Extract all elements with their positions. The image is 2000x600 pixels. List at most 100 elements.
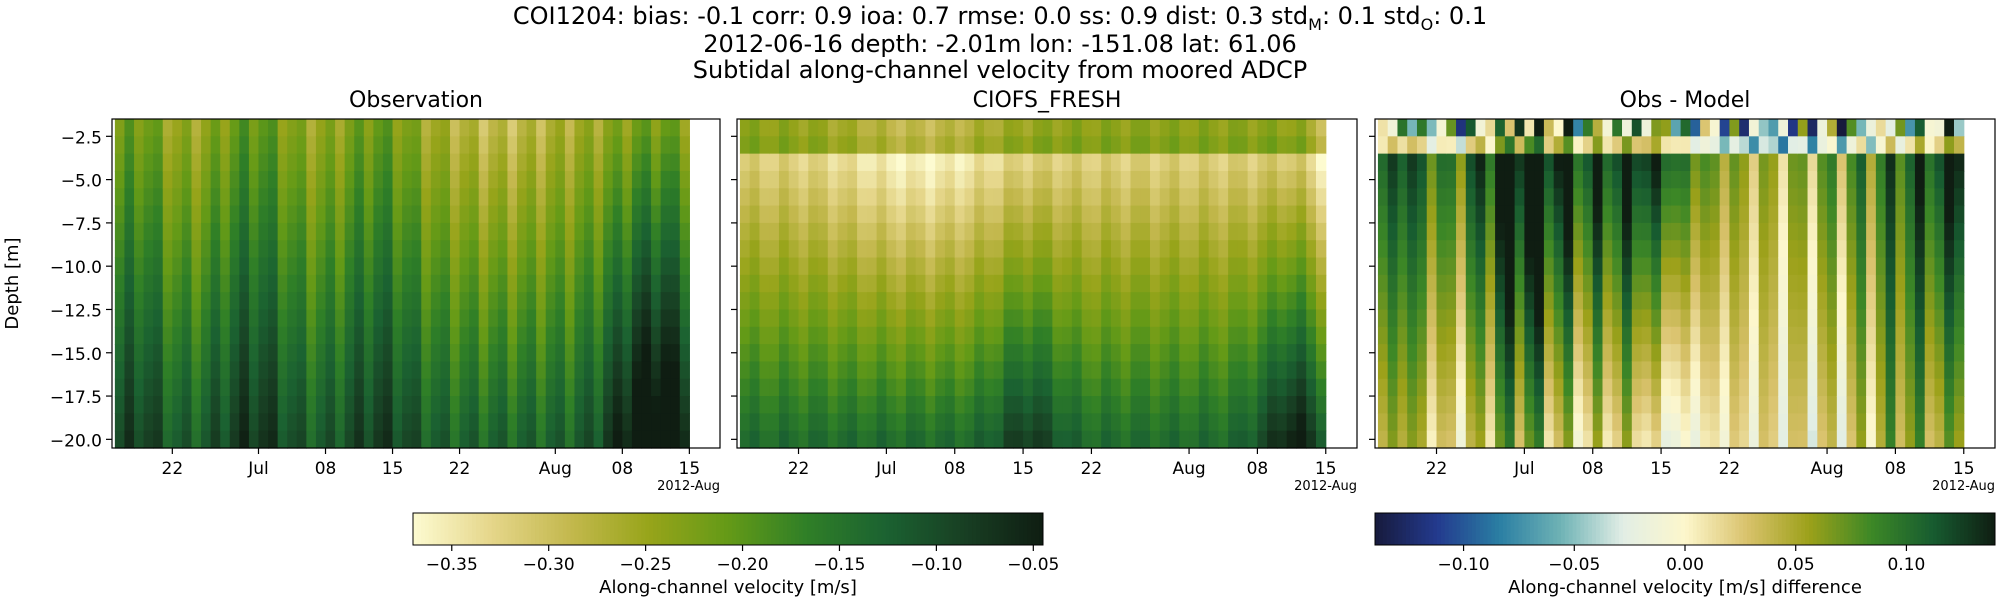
colorbar-segment <box>1502 513 1508 545</box>
heatmap-cell <box>798 326 809 345</box>
heatmap-cell <box>1797 430 1809 449</box>
heatmap-cell <box>1700 257 1711 276</box>
colorbar-segment <box>755 513 760 545</box>
heatmap-cell <box>1534 240 1545 259</box>
heatmap-cell <box>1553 257 1565 276</box>
colorbar-segment <box>436 513 442 545</box>
heatmap-cell <box>459 136 470 155</box>
heatmap-cell <box>1228 413 1239 432</box>
heatmap-cell <box>1208 274 1219 293</box>
heatmap-cell <box>459 274 470 293</box>
heatmap-cell <box>1924 119 1936 137</box>
heatmap-cell <box>1120 326 1132 345</box>
heatmap-cell <box>944 413 956 432</box>
colorbar-segment <box>1735 513 1740 545</box>
heatmap-cell <box>545 344 556 363</box>
heatmap-cell <box>1397 361 1408 380</box>
heatmap-cell <box>612 292 623 311</box>
colorbar-segment <box>1568 513 1574 545</box>
heatmap-cell <box>315 119 327 137</box>
heatmap-cell <box>1768 188 1779 207</box>
heatmap-cell <box>555 274 566 293</box>
heatmap-cell <box>1846 153 1857 172</box>
heatmap-cell <box>1130 430 1141 449</box>
heatmap-cell <box>382 274 394 293</box>
heatmap-cell <box>392 378 403 397</box>
colorbar-segment <box>562 513 568 545</box>
heatmap-cell <box>584 396 595 414</box>
heatmap-cell <box>866 396 878 414</box>
heatmap-cell <box>1485 188 1496 207</box>
heatmap-cell <box>1582 292 1594 311</box>
heatmap-cell <box>1003 170 1014 189</box>
heatmap-cell <box>1101 430 1112 449</box>
heatmap-cell <box>1495 361 1506 380</box>
heatmap-cell <box>1315 136 1327 155</box>
heatmap-cell <box>1140 240 1151 259</box>
heatmap-cell <box>1856 222 1867 241</box>
colorbar-segment <box>728 513 733 545</box>
heatmap-cell <box>1446 361 1457 380</box>
heatmap-cell <box>1159 326 1171 345</box>
heatmap-cell <box>1228 344 1239 363</box>
heatmap-cell <box>1013 153 1024 172</box>
heatmap-cell <box>114 170 126 189</box>
colorbar-segment <box>1487 513 1492 545</box>
heatmap-cell <box>631 188 643 207</box>
heatmap-cell <box>1866 326 1877 345</box>
heatmap-cell <box>1651 430 1662 449</box>
heatmap-cell <box>162 222 173 241</box>
heatmap-cell <box>201 378 212 397</box>
heatmap-cell <box>124 292 135 311</box>
heatmap-cell <box>1953 396 1965 414</box>
heatmap-cell <box>1071 257 1083 276</box>
heatmap-cell <box>325 292 336 311</box>
heatmap-cell <box>1631 396 1643 414</box>
colorbar-segment <box>570 513 575 545</box>
heatmap-cell <box>1807 378 1818 397</box>
heatmap-cell <box>287 136 298 155</box>
heatmap-cell <box>1846 396 1857 414</box>
colorbar-segment <box>420 513 426 545</box>
heatmap-cell <box>1198 309 1210 328</box>
heatmap-cell <box>1120 153 1132 172</box>
heatmap-cell <box>1817 430 1828 449</box>
heatmap-cell <box>1159 344 1171 363</box>
heatmap-cell <box>1003 222 1014 241</box>
colorbar-segment <box>1716 513 1721 545</box>
heatmap-cell <box>268 205 279 224</box>
heatmap-cell <box>287 413 298 432</box>
colorbar-segment <box>1681 513 1686 545</box>
heatmap-cell <box>315 292 327 311</box>
heatmap-cell <box>574 309 585 328</box>
heatmap-cell <box>258 205 269 224</box>
heatmap-cell <box>1159 170 1171 189</box>
heatmap-cell <box>1504 136 1516 155</box>
heatmap-cell <box>210 205 221 224</box>
heatmap-cell <box>1091 257 1102 276</box>
heatmap-cell <box>1553 274 1565 293</box>
heatmap-cell <box>134 240 145 259</box>
heatmap-cell <box>220 257 231 276</box>
heatmap-cell <box>1237 119 1249 137</box>
colorbar-segment <box>1855 513 1860 545</box>
heatmap-cell <box>1582 361 1594 380</box>
colorbar-segment <box>743 513 749 545</box>
heatmap-cell <box>248 326 260 345</box>
heatmap-cell <box>1159 361 1171 380</box>
heatmap-cell <box>354 153 365 172</box>
heatmap-cell <box>392 430 403 449</box>
heatmap-cell <box>1934 240 1945 259</box>
heatmap-cell <box>1953 136 1965 155</box>
heatmap-cell <box>325 378 336 397</box>
colorbar-segment <box>676 513 682 545</box>
heatmap-cell <box>1719 153 1731 172</box>
heatmap-cell <box>837 292 848 311</box>
heatmap-cell <box>1397 153 1408 172</box>
heatmap-cell <box>1592 119 1604 137</box>
heatmap-cell <box>739 430 751 449</box>
heatmap-cell <box>1276 292 1288 311</box>
colorbar-segment <box>897 513 902 545</box>
heatmap-cell <box>866 205 878 224</box>
heatmap-cell <box>1885 240 1897 259</box>
